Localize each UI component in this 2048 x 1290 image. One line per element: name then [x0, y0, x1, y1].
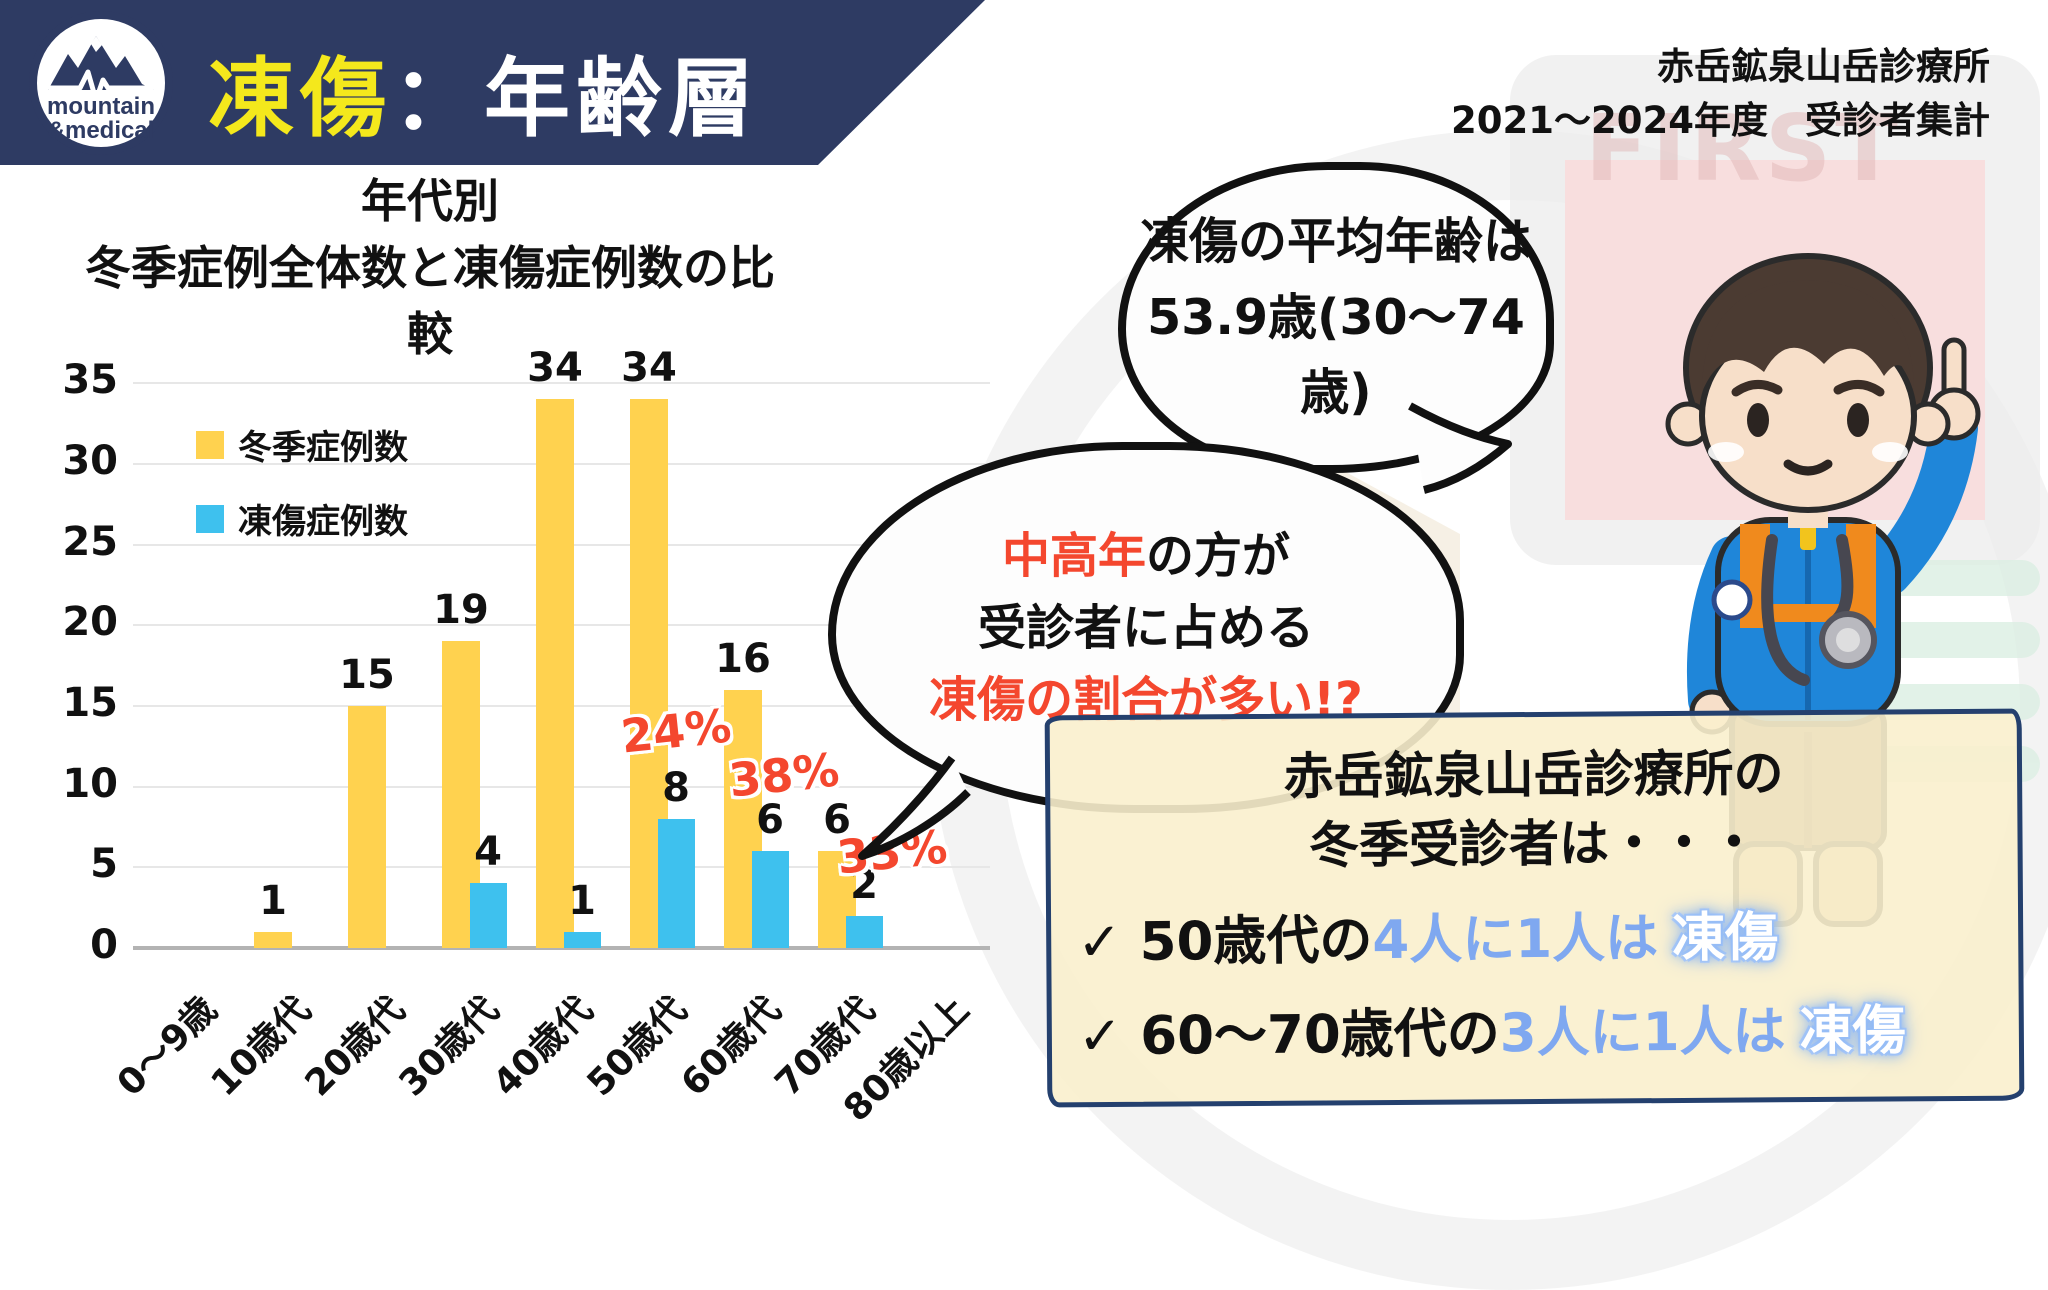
- source-line2: 2021～2024年度 受診者集計: [1451, 98, 1990, 142]
- note-item1-black: 50歳代の: [1139, 910, 1373, 973]
- y-axis-tick-label: 30: [62, 437, 118, 484]
- frostbite-cases-bar: [564, 931, 601, 948]
- winter-cases-value: 15: [339, 651, 395, 698]
- winter-cases-bar: [536, 399, 574, 948]
- note-item1-blue: 4人に1人は: [1372, 908, 1659, 972]
- character-blush-left: [1708, 442, 1744, 462]
- legend-item: 凍傷症例数: [196, 494, 408, 543]
- note-item-50s: ✓ 50歳代の4人に1人は 凍傷: [1077, 894, 1993, 976]
- bar-chart: 0 5 10 15 20 25 30 35 0～9歳 1 10歳代 15 20歳代 19 4 30歳代 34 1 4…: [62, 345, 990, 1130]
- check-icon: ✓: [1077, 1005, 1123, 1068]
- note-title-line1: 赤岳鉱泉山岳診療所の: [1283, 744, 1784, 806]
- legend-item: 冬季症例数: [196, 420, 408, 469]
- winter-cases-value: 19: [433, 587, 489, 634]
- page-title-highlight: 凍傷: [208, 49, 392, 149]
- data-source: 赤岳鉱泉山岳診療所 2021～2024年度 受診者集計: [1451, 40, 1990, 147]
- y-axis-tick-label: 10: [62, 760, 118, 807]
- bubble1-line1: 凍傷の平均年齢は: [1139, 212, 1532, 270]
- logo-mountains: [48, 36, 154, 90]
- note-item2-blue: 3人に1人は: [1499, 1001, 1786, 1065]
- winter-cases-value: 6: [823, 797, 851, 844]
- y-axis-tick-label: 15: [62, 679, 118, 726]
- legend-swatch: [196, 430, 224, 459]
- note-item-60-70s: ✓ 60～70歳代の3人に1人は 凍傷: [1078, 988, 1994, 1070]
- bubble2-line2: 受診者に占める: [977, 599, 1314, 656]
- frostbite-cases-bar: [658, 818, 695, 948]
- frostbite-cases-value: 6: [756, 797, 784, 844]
- logo-text-2: &medical: [48, 117, 155, 144]
- chart-title-line2: 冬季症例全体数と凍傷症例数の比較: [85, 240, 775, 362]
- character-eye-left: [1747, 403, 1769, 437]
- gridline: [133, 382, 990, 385]
- page-title: 凍傷：年齢層: [208, 28, 760, 153]
- chart-title-line1: 年代別: [361, 174, 499, 228]
- winter-cases-value: 1: [259, 877, 287, 924]
- winter-cases-value: 16: [715, 635, 771, 682]
- x-axis-line: [133, 946, 990, 950]
- winter-cases-bar: [348, 705, 386, 948]
- note-title: 赤岳鉱泉山岳診療所の 冬季受診者は・・・: [1076, 738, 1992, 882]
- note-item1-frostbite: 凍傷: [1671, 907, 1779, 970]
- frostbite-cases-value: 1: [568, 877, 596, 924]
- source-line1: 赤岳鉱泉山岳診療所: [1657, 45, 1990, 88]
- y-axis-tick-label: 25: [62, 518, 118, 565]
- bubble2-line1-red: 中高年: [1001, 527, 1146, 584]
- frostbite-cases-value: 8: [662, 764, 690, 811]
- frostbite-cases-value: 2: [850, 861, 878, 908]
- check-icon: ✓: [1077, 911, 1122, 974]
- winter-cases-value: 34: [621, 345, 677, 392]
- legend-label: 冬季症例数: [238, 428, 408, 468]
- mountain-medical-logo: mountain &medical: [29, 11, 173, 155]
- frostbite-cases-bar: [470, 883, 507, 948]
- y-axis-tick-label: 0: [90, 922, 118, 968]
- logo-text-1: mountain: [47, 93, 155, 120]
- note-title-line2: 冬季受診者は・・・: [1308, 813, 1760, 875]
- summary-note: 赤岳鉱泉山岳診療所の 冬季受診者は・・・ ✓ 50歳代の4人に1人は 凍傷 ✓ 60～…: [1044, 708, 2025, 1108]
- chart-title: 年代別 冬季症例全体数と凍傷症例数の比較: [80, 168, 780, 368]
- frostbite-cases-bar: [846, 915, 883, 948]
- character-sleeve-badge: [1711, 579, 1753, 621]
- legend-label: 凍傷症例数: [238, 502, 408, 542]
- bubble2-line1-black: の方が: [1146, 527, 1291, 584]
- character-eye-right: [1847, 403, 1869, 437]
- y-axis-tick-label: 35: [62, 357, 118, 404]
- note-item2-black: 60～70歳代の: [1140, 1003, 1501, 1067]
- bubble2-line1: 中高年の方が: [1002, 520, 1290, 592]
- y-axis-tick-label: 5: [90, 841, 118, 888]
- winter-cases-value: 34: [527, 345, 583, 392]
- page-title-rest: ：年齢層: [392, 49, 760, 149]
- note-item2-frostbite: 凍傷: [1799, 1000, 1906, 1063]
- y-axis-tick-label: 20: [62, 599, 118, 646]
- bubble2-tail: [858, 755, 971, 860]
- frostbite-cases-value: 4: [474, 829, 502, 876]
- legend-swatch: [196, 504, 224, 533]
- frostbite-cases-bar: [752, 851, 789, 948]
- logo-ecg-line: [47, 69, 155, 103]
- winter-cases-bar: [254, 931, 292, 948]
- bubble1-line2: 53.9歳(30～74歳): [1147, 288, 1525, 422]
- bubble1-tail: [1408, 402, 1512, 494]
- character-blush-right: [1872, 442, 1908, 462]
